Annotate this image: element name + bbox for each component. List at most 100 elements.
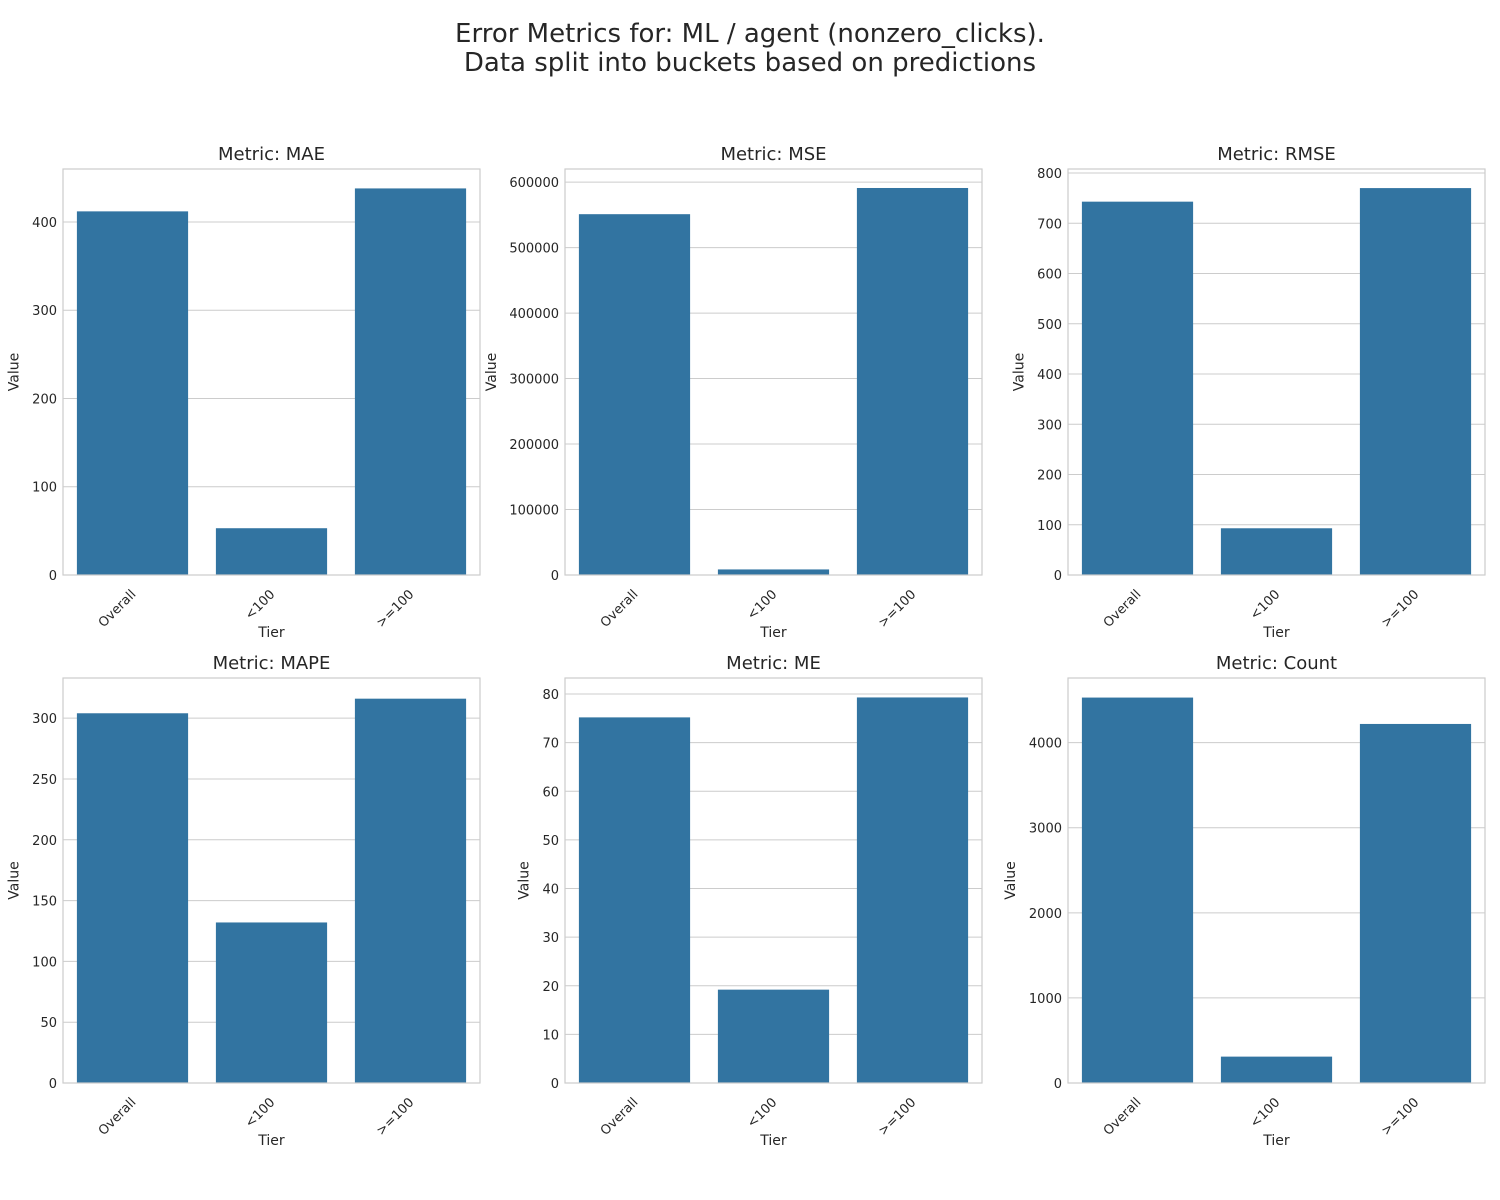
y-tick-label: 3000 <box>1029 822 1062 837</box>
y-tick-label: 80 <box>542 688 559 703</box>
y-tick-label: 10 <box>542 1028 559 1043</box>
figure-title-line-2: Data split into buckets based on predict… <box>463 48 1037 78</box>
y-tick-label: 300 <box>32 712 57 727</box>
bar->=100 <box>1359 188 1472 575</box>
y-tick-label: 800 <box>1037 167 1062 182</box>
x-tick-label: <100 <box>242 1095 278 1131</box>
x-axis-label: Tier <box>1262 1133 1290 1149</box>
y-tick-label: 70 <box>542 737 559 752</box>
bar-Overall <box>76 211 189 575</box>
y-axis-label: Value <box>1011 353 1027 391</box>
y-tick-label: 1000 <box>1029 992 1062 1007</box>
plot-frame <box>62 677 481 1084</box>
panel-title: Metric: RMSE <box>1217 144 1336 165</box>
y-tick-label: 0 <box>551 569 559 584</box>
chart-panel-2: 0 100000 200000 300000 400000 500000 600000 Ove… <box>484 144 983 641</box>
y-tick-label: 200000 <box>509 438 559 453</box>
bar->=100 <box>354 188 467 575</box>
x-tick-label: Overall <box>96 587 139 630</box>
x-tick-label: <100 <box>744 1095 780 1131</box>
plot-frame <box>62 168 481 576</box>
y-tick-label: 250 <box>32 773 57 788</box>
bar-<100 <box>1220 528 1333 575</box>
x-tick-label: <100 <box>1247 587 1283 623</box>
y-tick-label: 100 <box>32 481 57 496</box>
chart-panel-4: 0 50 100 150 200 250 300 Overall <100 >=100 Metric… <box>6 653 481 1149</box>
x-tick-label: >=100 <box>374 587 418 631</box>
plot-frame <box>1067 168 1486 576</box>
x-tick-label: >=100 <box>876 587 920 631</box>
y-tick-label: 50 <box>542 834 559 849</box>
y-tick-label: 20 <box>542 980 559 995</box>
bar->=100 <box>1359 723 1472 1083</box>
y-tick-label: 400000 <box>509 307 559 322</box>
y-axis-label: Value <box>6 353 22 391</box>
panel-title: Metric: Count <box>1216 653 1337 674</box>
y-tick-label: 4000 <box>1029 737 1062 752</box>
y-tick-label: 0 <box>551 1077 559 1092</box>
x-tick-label: <100 <box>242 587 278 623</box>
y-tick-label: 0 <box>49 569 57 584</box>
bar->=100 <box>856 697 969 1083</box>
y-tick-label: 100 <box>32 955 57 970</box>
y-tick-label: 300 <box>1037 418 1062 433</box>
bar-Overall <box>578 717 691 1083</box>
plot-frame <box>564 677 983 1084</box>
bar->=100 <box>856 187 969 575</box>
chart-panel-1: 0 100 200 300 400 Overall <100 >=100 Metric: MAE… <box>6 144 481 641</box>
x-tick-label: >=100 <box>1379 587 1423 631</box>
y-tick-label: 100000 <box>509 504 559 519</box>
y-axis-label: Value <box>484 353 500 391</box>
plot-frame <box>564 168 983 576</box>
x-tick-label: Overall <box>1101 1095 1144 1138</box>
chart-panel-6: 0 1000 2000 3000 4000 Overall <100 >=100 Metric:… <box>1003 653 1486 1149</box>
x-tick-label: >=100 <box>374 1095 418 1139</box>
x-tick-label: <100 <box>744 587 780 623</box>
figure-title: Error Metrics for: ML / agent (nonzero_c… <box>0 20 1500 78</box>
y-tick-label: 500 <box>1037 318 1062 333</box>
y-tick-label: 0 <box>49 1077 57 1092</box>
y-tick-label: 600 <box>1037 268 1062 283</box>
bar-Overall <box>1081 697 1194 1083</box>
y-tick-label: 100 <box>1037 519 1062 534</box>
x-axis-label: Tier <box>1262 625 1290 641</box>
y-tick-label: 0 <box>1054 569 1062 584</box>
y-tick-label: 30 <box>542 931 559 946</box>
figure-title-line-1: Error Metrics for: ML / agent (nonzero_c… <box>455 19 1045 49</box>
panel-title: Metric: MAE <box>218 144 325 165</box>
panel-title: Metric: MSE <box>720 144 826 165</box>
y-tick-label: 2000 <box>1029 907 1062 922</box>
bar-Overall <box>1081 201 1194 575</box>
chart-panel-5: 0 10 20 30 40 50 60 70 80 Overall <100 >=100 Metric:… <box>517 653 983 1149</box>
bar-Overall <box>76 713 189 1083</box>
y-tick-label: 400 <box>1037 368 1062 383</box>
bar->=100 <box>354 698 467 1083</box>
x-axis-label: Tier <box>759 625 787 641</box>
y-axis-label: Value <box>1003 861 1019 899</box>
panel-title: Metric: ME <box>726 653 821 674</box>
y-axis-label: Value <box>517 861 533 899</box>
y-tick-label: 60 <box>542 785 559 800</box>
bar-<100 <box>215 528 328 575</box>
y-axis-label: Value <box>6 861 22 899</box>
x-tick-label: Overall <box>1101 587 1144 630</box>
y-tick-label: 400 <box>32 216 57 231</box>
x-tick-label: >=100 <box>1379 1095 1423 1139</box>
x-axis-label: Tier <box>257 625 285 641</box>
chart-panel-3: 0 100 200 300 400 500 600 700 800 Overall <100 >=10… <box>1011 144 1486 641</box>
y-tick-label: 600000 <box>509 176 559 191</box>
bar-<100 <box>215 922 328 1083</box>
x-tick-label: >=100 <box>876 1095 920 1139</box>
y-tick-label: 200 <box>1037 469 1062 484</box>
x-tick-label: Overall <box>598 1095 641 1138</box>
bar-<100 <box>1220 1056 1333 1083</box>
plot-frame <box>1067 677 1486 1084</box>
y-tick-label: 0 <box>1054 1077 1062 1092</box>
bar-Overall <box>578 214 691 575</box>
y-tick-label: 300 <box>32 304 57 319</box>
x-axis-label: Tier <box>759 1133 787 1149</box>
y-tick-label: 300000 <box>509 373 559 388</box>
x-tick-label: Overall <box>96 1095 139 1138</box>
y-tick-label: 40 <box>542 883 559 898</box>
